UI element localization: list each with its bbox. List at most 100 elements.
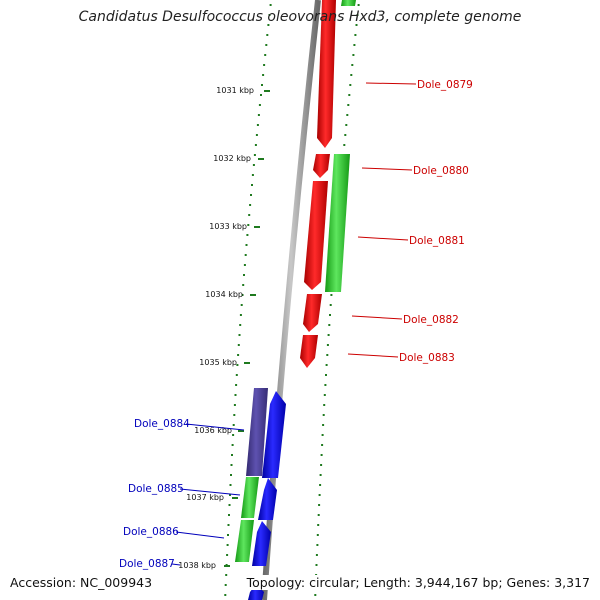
gene-label-dole-0879[interactable]: Dole_0879 — [417, 79, 473, 91]
outer-track-dot — [356, 14, 359, 16]
inner-track-dot — [228, 504, 231, 506]
gene-arrow-red-4[interactable] — [303, 294, 322, 332]
gene-label-group[interactable]: Dole_0882 — [351, 314, 459, 326]
outer-track-dot — [325, 374, 327, 376]
outer-track-dot — [323, 394, 326, 396]
gene-features — [235, 0, 356, 600]
map-title: Candidatus Desulfococcus oleovorans Hxd3… — [78, 9, 522, 25]
outer-track-dot — [330, 294, 333, 296]
inner-track-dot — [254, 144, 257, 146]
gene-label-group[interactable]: Dole_0887 — [119, 558, 181, 570]
genome-summary-text: Topology: circular; Length: 3,944,167 bp… — [244, 575, 592, 590]
outer-track-dot — [327, 334, 330, 336]
gene-label-group[interactable]: Dole_0885 — [128, 483, 241, 496]
gene-arrow-red-2[interactable] — [313, 154, 330, 178]
ruler-tick: 1038 kbp — [178, 561, 230, 570]
gene-label-dole-0886[interactable]: Dole_0886 — [123, 526, 179, 538]
ruler-tick-label: 1034 kbp — [205, 290, 243, 299]
gene-label-group[interactable]: Dole_0884 — [134, 418, 245, 431]
outer-track-dot — [328, 324, 331, 326]
outer-track-dot — [320, 464, 323, 466]
gene-label-dole-0880[interactable]: Dole_0880 — [413, 165, 469, 177]
outer-track-dot — [350, 74, 353, 76]
inner-track-dot — [224, 584, 227, 586]
inner-track-dot — [239, 324, 242, 326]
gene-label-dole-0884[interactable]: Dole_0884 — [134, 418, 190, 430]
inner-track-dot — [232, 424, 235, 426]
outer-track-dot — [357, 4, 360, 6]
outer-track-dot — [321, 444, 324, 446]
inner-track-dot — [242, 284, 245, 286]
gene-label-dole-0881[interactable]: Dole_0881 — [409, 235, 465, 247]
gene-arrow-green-top[interactable] — [341, 0, 356, 6]
outer-track-dot — [353, 44, 356, 46]
outer-track-dot — [320, 454, 323, 456]
inner-track-dot — [229, 484, 232, 486]
gene-label-dole-0882[interactable]: Dole_0882 — [403, 314, 459, 326]
gene-label-group[interactable]: Dole_0879 — [365, 79, 473, 91]
gene-label-dole-0883[interactable]: Dole_0883 — [399, 352, 455, 364]
gene-arrow-blue-2[interactable] — [258, 478, 277, 520]
inner-track-dot — [239, 314, 242, 316]
outer-track-dot — [322, 424, 325, 426]
gene-arrow-dole-0884[interactable] — [246, 388, 268, 476]
inner-track-dot — [226, 544, 229, 546]
inner-track-dot — [265, 44, 268, 46]
gene-label-group[interactable]: Dole_0881 — [357, 235, 465, 247]
inner-track-dot — [268, 14, 271, 16]
gene-arrow-dole-0885[interactable] — [241, 477, 259, 518]
ruler-tick-label: 1037 kbp — [186, 493, 224, 502]
inner-track-dot — [233, 414, 236, 416]
outer-track-dot — [316, 544, 319, 546]
gene-arrow-dole-0881[interactable] — [325, 154, 350, 292]
inner-track-dot — [237, 354, 240, 356]
inner-track-dot — [262, 74, 265, 76]
inner-track-dot — [248, 214, 251, 216]
outer-track-dot — [323, 404, 326, 406]
outer-track-dot — [344, 134, 347, 136]
inner-track-dot — [236, 364, 239, 366]
inner-track-dot — [227, 524, 230, 526]
outer-track-dot — [324, 384, 327, 386]
inner-track-dot — [256, 124, 259, 126]
gene-arrow-blue-3[interactable] — [252, 521, 271, 566]
inner-track-dot — [257, 114, 260, 116]
outer-track-dot — [329, 304, 332, 306]
inner-track-dot — [252, 164, 255, 166]
ruler-tick: 1033 kbp — [209, 222, 260, 231]
inner-track-dot — [250, 194, 252, 196]
inner-track-dot — [232, 434, 235, 436]
inner-track-dot — [266, 34, 269, 36]
gene-label-group[interactable]: Dole_0886 — [123, 526, 225, 539]
gene-arrow-dole-0886[interactable] — [235, 520, 254, 562]
gene-arrow-red-3[interactable] — [304, 181, 328, 290]
outer-track-dot — [315, 554, 318, 556]
inner-track-dot — [245, 244, 248, 246]
outer-track-dot — [319, 474, 322, 476]
gene-arrow-dole-0879[interactable] — [317, 0, 336, 148]
inner-track-dot — [235, 384, 238, 386]
ruler-tick-label: 1035 kbp — [199, 358, 237, 367]
inner-track-dot — [243, 264, 246, 266]
inner-track-dot — [229, 494, 231, 496]
gene-label-group[interactable]: Dole_0880 — [361, 165, 469, 177]
outer-track-dot — [326, 354, 329, 356]
gene-label-dole-0885[interactable]: Dole_0885 — [128, 483, 184, 495]
gene-label-group[interactable]: Dole_0883 — [347, 352, 455, 364]
gene-label-dole-0887[interactable]: Dole_0887 — [119, 558, 175, 570]
gene-arrow-blue-1[interactable] — [262, 391, 286, 478]
outer-track-dot — [329, 314, 331, 316]
inner-track-dot — [234, 394, 237, 396]
ruler-tick: 1032 kbp — [213, 154, 264, 163]
outer-track-dot — [352, 54, 355, 56]
outer-track-dot — [351, 64, 354, 66]
inner-track-dot — [246, 234, 249, 236]
outer-track-dot — [347, 104, 350, 106]
gene-arrow-red-5[interactable] — [300, 335, 318, 368]
outer-track-dot — [319, 484, 322, 486]
inner-track-dot — [238, 334, 241, 336]
inner-track-dot — [255, 134, 258, 136]
inner-track-dot — [247, 224, 250, 226]
